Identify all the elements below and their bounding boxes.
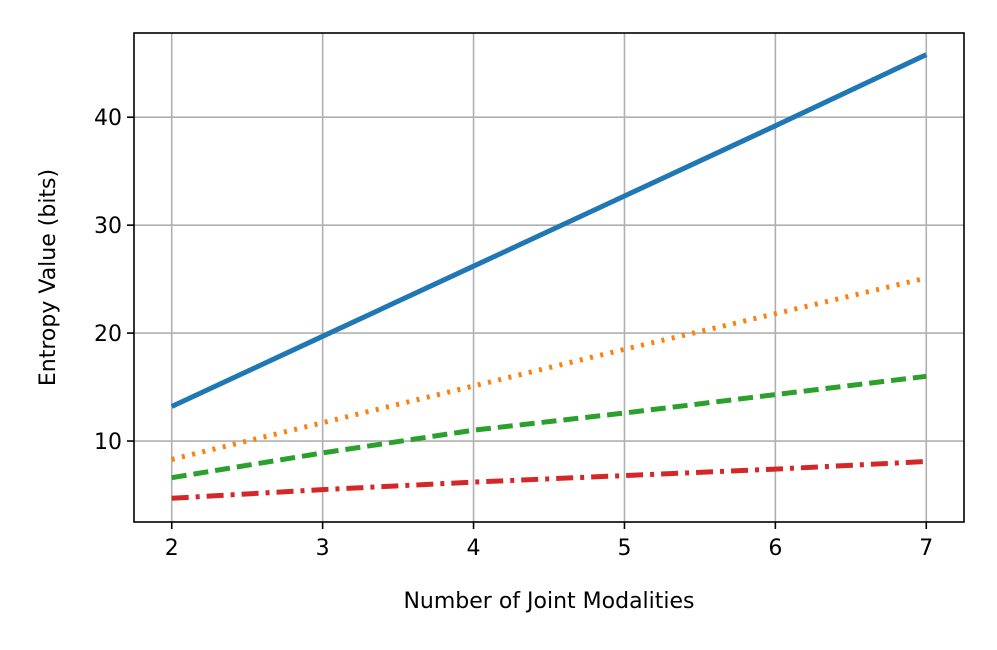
x-tick-label-5: 5 xyxy=(617,536,631,561)
series-line-4-dashdot xyxy=(171,459,927,501)
grid-layer xyxy=(134,33,964,522)
y-tick-label-20: 20 xyxy=(94,322,122,347)
x-axis-label: Number of Joint Modalities xyxy=(403,589,694,614)
x-tick-label-4: 4 xyxy=(467,536,481,561)
series-layer xyxy=(170,52,928,501)
x-tick-label-2: 2 xyxy=(165,536,179,561)
x-tick-label-6: 6 xyxy=(768,536,782,561)
x-tick-label-7: 7 xyxy=(919,536,933,561)
x-tick-label-3: 3 xyxy=(316,536,330,561)
y-tick-label-10: 10 xyxy=(94,430,122,455)
ticks-layer: 2 3 4 5 6 7 10 20 30 40 xyxy=(94,106,933,561)
series-line-2-dotted xyxy=(171,275,927,462)
plot-frame xyxy=(133,32,965,523)
series-line-3-dashed xyxy=(171,373,927,481)
y-tick-label-30: 30 xyxy=(94,214,122,239)
series-line-1-solid xyxy=(170,52,928,409)
y-tick-label-40: 40 xyxy=(94,106,122,131)
y-axis-label: Entropy Value (bits) xyxy=(36,169,61,386)
